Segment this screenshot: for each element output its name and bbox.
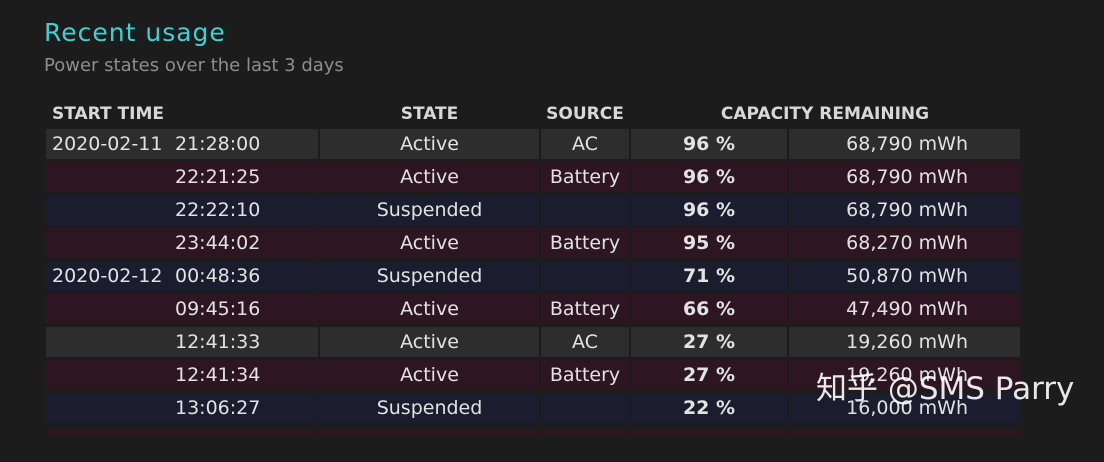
- state-cell: Active: [320, 294, 539, 324]
- capacity-cell: 68,790 mWh: [789, 195, 1020, 225]
- state-cell: Active: [320, 129, 539, 159]
- table-row: 23:44:02 Active Battery 95 % 68,270 mWh: [46, 228, 1020, 261]
- table-row-partial: [46, 429, 1020, 462]
- table-header: START TIME STATE SOURCE CAPACITY REMAINI…: [46, 104, 1020, 128]
- table-row: 12:41:33 Active AC 27 % 19,260 mWh: [46, 327, 1020, 360]
- table-row: 09:45:16 Active Battery 66 % 47,490 mWh: [46, 294, 1020, 327]
- capacity-cell: 16,000 mWh: [789, 393, 1020, 423]
- table-row: 2020-02-11 21:28:00 Active AC 96 % 68,790 mWh: [46, 129, 1020, 162]
- start-time-cell: 12:41:34: [46, 360, 318, 390]
- column-header-state: STATE: [400, 104, 459, 124]
- capacity-cell: 68,790 mWh: [789, 162, 1020, 192]
- start-time: 00:48:36: [175, 265, 261, 287]
- percent-cell: 71 %: [631, 261, 787, 291]
- start-time: 21:28:00: [175, 133, 261, 155]
- state-cell: Active: [320, 327, 539, 357]
- source-cell: AC: [541, 327, 629, 357]
- source-cell: [541, 195, 629, 225]
- source-cell: [541, 261, 629, 291]
- source-cell: Battery: [541, 228, 629, 258]
- start-time: 12:41:33: [175, 331, 261, 353]
- state-cell: Suspended: [320, 195, 539, 225]
- source-cell: AC: [541, 129, 629, 159]
- percent-cell: 27 %: [631, 327, 787, 357]
- start-time-cell: 22:21:25: [46, 162, 318, 192]
- percent-cell: [631, 429, 787, 436]
- page-subtitle: Power states over the last 3 days: [44, 55, 344, 76]
- state-cell: [320, 429, 539, 436]
- start-time: 09:45:16: [175, 298, 261, 320]
- start-date: 2020-02-12: [52, 265, 163, 287]
- table-row: 2020-02-12 00:48:36 Suspended 71 % 50,870 mW…: [46, 261, 1020, 294]
- start-time: 22:21:25: [175, 166, 261, 188]
- source-cell: Battery: [541, 294, 629, 324]
- percent-cell: 27 %: [631, 360, 787, 390]
- start-time: 23:44:02: [175, 232, 261, 254]
- source-cell: Battery: [541, 162, 629, 192]
- percent-cell: 22 %: [631, 393, 787, 423]
- table-row: 12:41:34 Active Battery 27 % 19,260 mWh: [46, 360, 1020, 393]
- page-title: Recent usage: [44, 18, 226, 47]
- source-cell: Battery: [541, 360, 629, 390]
- table-row: 22:21:25 Active Battery 96 % 68,790 mWh: [46, 162, 1020, 195]
- state-cell: Suspended: [320, 261, 539, 291]
- column-header-capacity-remaining: CAPACITY REMAINING: [720, 104, 930, 124]
- source-cell: [541, 393, 629, 423]
- start-time-cell: [46, 429, 318, 436]
- percent-cell: 96 %: [631, 162, 787, 192]
- capacity-cell: [789, 429, 1020, 436]
- start-time-cell: 13:06:27: [46, 393, 318, 423]
- usage-table-body: 2020-02-11 21:28:00 Active AC 96 % 68,790 mWh…: [46, 129, 1020, 426]
- start-time-cell: 2020-02-12 00:48:36: [46, 261, 318, 291]
- start-date: 2020-02-11: [52, 133, 163, 155]
- percent-cell: 96 %: [631, 129, 787, 159]
- start-time-cell: 12:41:33: [46, 327, 318, 357]
- start-time-cell: 22:22:10: [46, 195, 318, 225]
- column-header-start-time: START TIME: [52, 104, 164, 124]
- percent-cell: 96 %: [631, 195, 787, 225]
- start-time-cell: 09:45:16: [46, 294, 318, 324]
- state-cell: Suspended: [320, 393, 539, 423]
- start-time: 22:22:10: [175, 199, 261, 221]
- percent-cell: 95 %: [631, 228, 787, 258]
- capacity-cell: 50,870 mWh: [789, 261, 1020, 291]
- start-time: 13:06:27: [175, 397, 261, 419]
- column-header-source: SOURCE: [546, 104, 624, 124]
- state-cell: Active: [320, 360, 539, 390]
- table-row: 13:06:27 Suspended 22 % 16,000 mWh: [46, 393, 1020, 426]
- table-row: 22:22:10 Suspended 96 % 68,790 mWh: [46, 195, 1020, 228]
- start-time-cell: 2020-02-11 21:28:00: [46, 129, 318, 159]
- start-time: 12:41:34: [175, 364, 261, 386]
- capacity-cell: 19,260 mWh: [789, 360, 1020, 390]
- source-cell: [541, 429, 629, 436]
- capacity-cell: 47,490 mWh: [789, 294, 1020, 324]
- capacity-cell: 19,260 mWh: [789, 327, 1020, 357]
- capacity-cell: 68,790 mWh: [789, 129, 1020, 159]
- watermark: 知乎 @SMS Parry: [816, 371, 1075, 407]
- state-cell: Active: [320, 162, 539, 192]
- start-time-cell: 23:44:02: [46, 228, 318, 258]
- capacity-cell: 68,270 mWh: [789, 228, 1020, 258]
- state-cell: Active: [320, 228, 539, 258]
- percent-cell: 66 %: [631, 294, 787, 324]
